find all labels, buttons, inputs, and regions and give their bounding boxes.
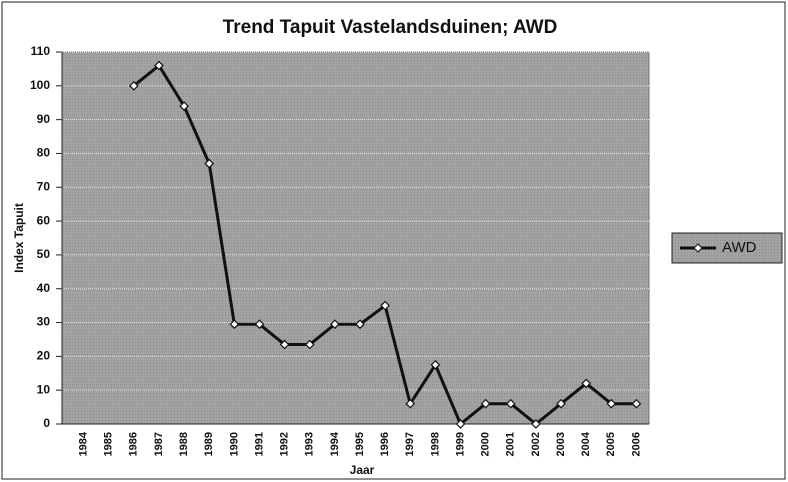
- y-tick-label: 60: [37, 213, 51, 227]
- x-tick-label: 2006: [630, 432, 642, 456]
- x-tick-label: 1992: [279, 432, 291, 456]
- x-tick-label: 2002: [530, 432, 542, 456]
- chart-title: Trend Tapuit Vastelandsduinen; AWD: [223, 17, 558, 38]
- y-tick-label: 90: [37, 112, 51, 126]
- point-marker: [606, 398, 617, 409]
- y-tick-label: 20: [37, 349, 51, 363]
- point-marker: [380, 300, 390, 311]
- point-marker: [154, 60, 164, 71]
- point-marker: [556, 398, 566, 409]
- x-tick-label: 1991: [253, 432, 265, 456]
- y-tick-label: 30: [37, 315, 51, 329]
- point-marker: [480, 398, 491, 409]
- x-tick-label: 1987: [153, 432, 165, 456]
- x-tick-label: 1999: [454, 432, 466, 456]
- point-marker: [330, 319, 340, 330]
- x-tick-label: 1995: [354, 432, 366, 456]
- point-marker: [355, 319, 365, 330]
- y-tick-label: 0: [43, 416, 50, 430]
- y-tick-label: 80: [37, 146, 51, 160]
- x-tick-label: 1998: [429, 432, 441, 456]
- x-tick-label: 1990: [228, 432, 240, 456]
- x-tick-label: 2003: [555, 432, 567, 456]
- y-axis-label: Index Tapuit: [12, 203, 26, 273]
- x-tick-label: 1988: [178, 432, 190, 456]
- point-marker: [430, 359, 441, 370]
- x-tick-label: 1994: [329, 431, 341, 456]
- x-tick-label: 1996: [379, 432, 391, 456]
- plot-area: [61, 51, 650, 425]
- y-tick-label: 100: [30, 78, 50, 92]
- x-tick-label: 1993: [304, 432, 316, 456]
- x-tick-label: 1984: [77, 431, 89, 456]
- x-tick-label: 1997: [404, 432, 416, 456]
- point-marker: [128, 80, 139, 91]
- x-tick-label: 2000: [480, 432, 492, 456]
- point-marker: [505, 398, 516, 409]
- point-marker: [229, 319, 240, 330]
- y-tick-label: 10: [37, 382, 51, 396]
- point-marker: [405, 398, 416, 409]
- point-marker: [254, 319, 265, 330]
- point-marker: [279, 339, 290, 350]
- y-tick-label: 110: [31, 44, 51, 58]
- x-axis-label: Jaar: [350, 463, 375, 477]
- point-marker: [204, 158, 215, 169]
- y-tick-label: 50: [37, 247, 51, 261]
- x-tick-label: 2005: [605, 432, 617, 456]
- y-tick-label: 70: [37, 179, 51, 193]
- legend-marker: [693, 243, 703, 253]
- x-tick-label: 1986: [128, 432, 140, 456]
- legend-label: AWD: [722, 239, 757, 256]
- x-tick-label: 1989: [203, 432, 215, 456]
- point-marker: [179, 101, 189, 111]
- x-tick-label: 1985: [103, 432, 115, 456]
- point-marker: [304, 339, 315, 350]
- point-marker: [631, 398, 642, 409]
- point-marker: [455, 419, 466, 429]
- point-marker: [531, 419, 541, 429]
- x-tick-label: 2004: [580, 431, 592, 456]
- point-marker: [581, 378, 592, 389]
- y-tick-label: 40: [37, 281, 51, 295]
- x-tick-label: 2001: [505, 432, 517, 456]
